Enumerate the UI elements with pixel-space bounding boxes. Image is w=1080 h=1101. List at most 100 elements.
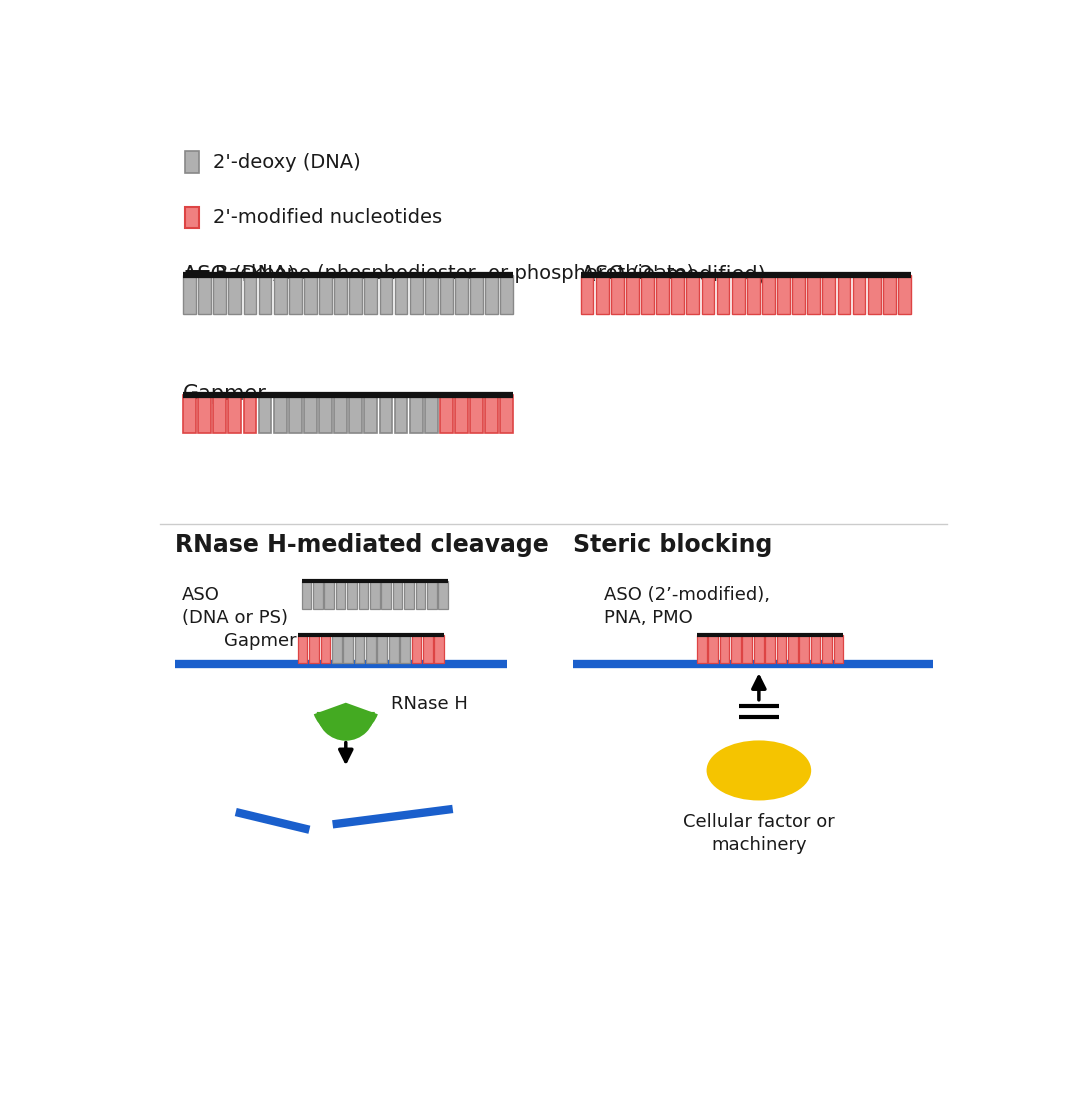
Bar [359,581,368,609]
Text: 2'-modified nucleotides: 2'-modified nucleotides [213,208,443,227]
Bar [243,394,256,433]
Text: 2'-deoxy (DNA): 2'-deoxy (DNA) [213,153,361,172]
Bar [258,394,271,433]
Bar [852,275,865,314]
Bar [808,275,820,314]
Bar [273,394,286,433]
Bar [354,635,364,663]
Bar [186,151,200,173]
Bar [485,275,498,314]
Bar [394,275,407,314]
Bar [626,275,638,314]
Bar [485,394,498,433]
Bar [381,581,391,609]
Bar [409,275,422,314]
Bar [777,635,786,663]
Bar [416,581,426,609]
Bar [301,581,311,609]
Text: ASO (2'-modified): ASO (2'-modified) [581,264,766,284]
Bar [423,635,433,663]
Bar [717,275,729,314]
Bar [793,275,805,314]
Bar [742,635,752,663]
Bar [434,635,444,663]
Bar [766,635,775,663]
Bar [364,394,377,433]
Bar [702,275,714,314]
Bar [258,275,271,314]
Bar [672,275,684,314]
Bar [288,394,301,433]
Bar [823,275,835,314]
Text: Cellular factor or
machinery: Cellular factor or machinery [683,813,835,854]
Bar [186,207,200,228]
Text: ASO (DNA): ASO (DNA) [183,264,296,284]
Bar [347,581,356,609]
Bar [389,635,399,663]
Bar [409,394,422,433]
Bar [198,275,211,314]
Bar [788,635,798,663]
Bar [438,581,448,609]
Text: Gapmer: Gapmer [183,384,267,404]
Bar [762,275,774,314]
Bar [213,275,226,314]
Bar [303,394,316,433]
Bar [424,275,437,314]
Bar [732,275,744,314]
Bar [213,394,226,433]
Bar [822,635,832,663]
Bar [882,275,895,314]
Bar [747,275,759,314]
Bar [228,275,241,314]
Bar [455,275,468,314]
Text: ASO (2’-modified),
PNA, PMO: ASO (2’-modified), PNA, PMO [604,586,770,628]
Text: Steric blocking: Steric blocking [572,533,772,557]
Bar [424,394,437,433]
Bar [343,635,353,663]
Bar [581,275,593,314]
Bar [370,581,380,609]
Bar [778,275,789,314]
Bar [298,635,308,663]
Text: RNase H-mediated cleavage: RNase H-mediated cleavage [175,533,549,557]
Bar [379,394,392,433]
Bar [336,581,346,609]
Bar [440,394,453,433]
Bar [332,635,341,663]
Bar [799,635,809,663]
Bar [470,275,483,314]
Bar [183,394,195,433]
Bar [334,275,347,314]
Text: Backbone (phosphodiester, or phosphorothioate): Backbone (phosphodiester, or phosphoroth… [215,263,694,283]
Bar [364,275,377,314]
Wedge shape [314,702,378,737]
Bar [319,394,332,433]
Bar [309,635,319,663]
Bar [319,275,332,314]
Bar [321,635,330,663]
Bar [596,275,608,314]
Bar [273,275,286,314]
Bar [657,275,669,314]
Bar [837,275,850,314]
Text: ASO
(DNA or PS): ASO (DNA or PS) [181,586,287,626]
Bar [642,275,653,314]
Wedge shape [316,712,375,741]
Bar [404,581,414,609]
Bar [366,635,376,663]
Bar [897,275,910,314]
Bar [313,581,323,609]
Bar [719,635,729,663]
Bar [349,275,362,314]
Bar [393,581,403,609]
Bar [243,275,256,314]
Bar [455,394,468,433]
Bar [687,275,699,314]
Bar [754,635,764,663]
Bar [334,394,347,433]
Bar [611,275,623,314]
Bar [867,275,880,314]
Bar [440,275,453,314]
Bar [500,394,513,433]
